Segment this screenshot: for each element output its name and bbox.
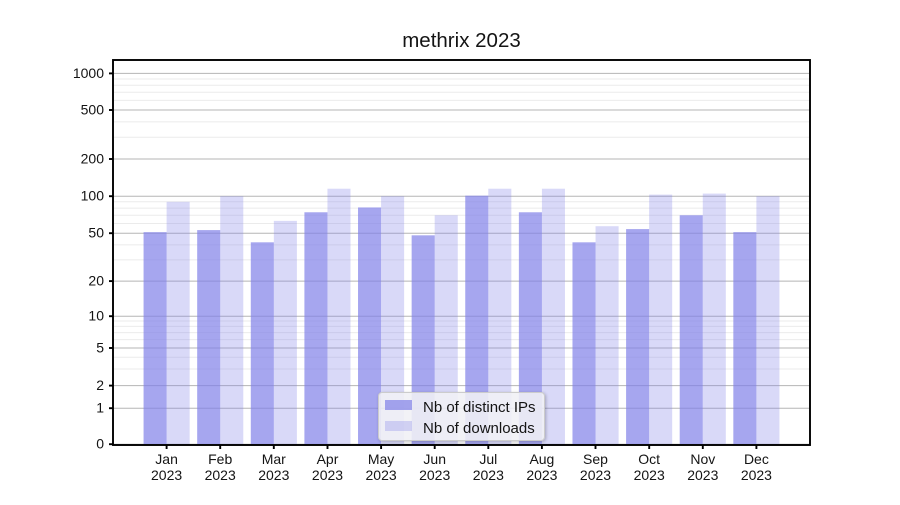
svg-text:Nov: Nov <box>690 451 715 467</box>
svg-text:Aug: Aug <box>529 451 554 467</box>
svg-text:Sep: Sep <box>583 451 608 467</box>
svg-text:2: 2 <box>96 377 104 393</box>
svg-text:2023: 2023 <box>687 467 718 483</box>
svg-text:Jun: Jun <box>423 451 446 467</box>
svg-text:Dec: Dec <box>744 451 769 467</box>
svg-text:2023: 2023 <box>741 467 772 483</box>
svg-text:500: 500 <box>81 102 105 118</box>
svg-text:200: 200 <box>81 151 105 167</box>
svg-text:methrix 2023: methrix 2023 <box>402 29 521 52</box>
svg-text:Feb: Feb <box>208 451 232 467</box>
svg-text:May: May <box>368 451 394 467</box>
svg-text:2023: 2023 <box>580 467 611 483</box>
svg-text:Jul: Jul <box>479 451 497 467</box>
svg-text:2023: 2023 <box>473 467 504 483</box>
svg-text:2023: 2023 <box>151 467 182 483</box>
svg-text:2023: 2023 <box>205 467 236 483</box>
svg-text:Jan: Jan <box>155 451 178 467</box>
svg-text:100: 100 <box>81 188 105 204</box>
svg-text:2023: 2023 <box>258 467 289 483</box>
svg-text:Mar: Mar <box>262 451 286 467</box>
svg-text:2023: 2023 <box>634 467 665 483</box>
svg-text:0: 0 <box>96 436 104 452</box>
svg-text:10: 10 <box>88 308 104 324</box>
svg-text:Oct: Oct <box>638 451 660 467</box>
svg-text:2023: 2023 <box>312 467 343 483</box>
svg-text:2023: 2023 <box>526 467 557 483</box>
svg-text:1: 1 <box>96 400 104 416</box>
svg-text:2023: 2023 <box>366 467 397 483</box>
svg-text:50: 50 <box>88 225 104 241</box>
svg-text:1000: 1000 <box>73 65 104 81</box>
svg-text:2023: 2023 <box>419 467 450 483</box>
svg-text:Apr: Apr <box>317 451 339 467</box>
svg-text:5: 5 <box>96 340 104 356</box>
svg-text:20: 20 <box>88 273 104 289</box>
